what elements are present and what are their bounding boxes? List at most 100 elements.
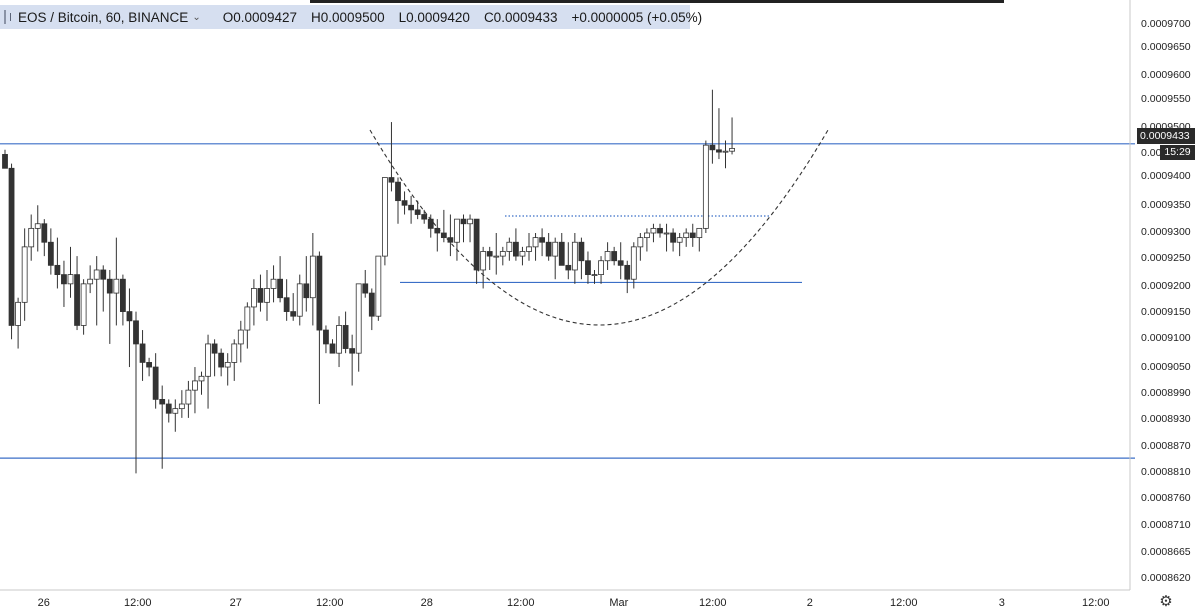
candle[interactable] (8, 163, 15, 340)
candle[interactable] (617, 242, 624, 280)
gear-icon[interactable]: ⚙ (1159, 593, 1173, 610)
candle[interactable] (133, 311, 139, 474)
candle[interactable] (493, 233, 500, 275)
candle[interactable] (47, 228, 54, 275)
candle[interactable] (172, 399, 179, 432)
candle[interactable] (696, 227, 703, 252)
candle[interactable] (650, 223, 657, 243)
candle[interactable] (296, 274, 303, 326)
candle[interactable] (34, 205, 41, 252)
candle[interactable] (178, 390, 185, 418)
candle[interactable] (113, 237, 120, 326)
candle[interactable] (41, 219, 48, 257)
candle[interactable] (414, 200, 421, 220)
candle[interactable] (513, 228, 519, 261)
candle[interactable] (447, 214, 454, 257)
candle[interactable] (395, 177, 401, 224)
cup-pattern-curve[interactable] (369, 129, 829, 326)
candle[interactable] (15, 297, 22, 349)
candle[interactable] (434, 219, 441, 252)
candle[interactable] (630, 242, 637, 289)
candle[interactable] (552, 237, 559, 280)
chevron-down-icon[interactable]: ⌄ (192, 11, 201, 23)
candle[interactable] (545, 233, 552, 261)
candle[interactable] (473, 218, 480, 284)
candle[interactable] (54, 237, 61, 289)
candle[interactable] (401, 191, 408, 215)
candle[interactable] (722, 140, 729, 169)
candle[interactable] (290, 293, 297, 321)
candle[interactable] (467, 214, 473, 243)
candle[interactable] (237, 320, 244, 363)
candle[interactable] (270, 265, 277, 303)
candle[interactable] (709, 89, 716, 164)
symbol-legend[interactable]: EOS / Bitcoin, 60, BINANCE ⌄ O0.0009427 … (0, 5, 702, 29)
symbol-title[interactable]: EOS / Bitcoin, 60, BINANCE (18, 9, 189, 25)
candle[interactable] (585, 251, 591, 284)
candle[interactable] (336, 316, 342, 368)
candle[interactable] (2, 149, 8, 169)
candle[interactable] (211, 339, 218, 377)
candle[interactable] (421, 209, 428, 224)
candle[interactable] (159, 385, 166, 469)
candle[interactable] (257, 274, 264, 312)
candle[interactable] (120, 274, 126, 326)
candle[interactable] (683, 228, 690, 247)
candle[interactable] (670, 228, 676, 252)
candle[interactable] (80, 279, 87, 335)
candle[interactable] (342, 311, 349, 354)
candle[interactable] (702, 140, 709, 233)
candle[interactable] (571, 233, 578, 284)
candle[interactable] (218, 348, 225, 377)
candle[interactable] (28, 214, 35, 261)
candle[interactable] (578, 237, 585, 280)
candle[interactable] (729, 117, 735, 155)
candle[interactable] (506, 237, 513, 261)
candle[interactable] (126, 288, 133, 368)
candle[interactable] (381, 177, 388, 266)
candle[interactable] (244, 302, 251, 349)
candle[interactable] (250, 279, 257, 326)
candle[interactable] (689, 223, 696, 247)
candle[interactable] (486, 246, 493, 270)
plus-square-icon[interactable] (4, 10, 11, 24)
candle[interactable] (198, 371, 205, 395)
candle[interactable] (611, 246, 618, 266)
candle[interactable] (100, 265, 107, 312)
candle[interactable] (67, 246, 74, 298)
candle[interactable] (349, 334, 356, 386)
candle[interactable] (329, 339, 336, 354)
candle[interactable] (598, 256, 604, 284)
candle[interactable] (565, 242, 572, 280)
candle[interactable] (368, 288, 375, 331)
candle[interactable] (460, 214, 467, 243)
candle[interactable] (323, 325, 329, 354)
candle[interactable] (264, 269, 270, 321)
candle[interactable] (277, 256, 284, 303)
candle[interactable] (624, 260, 631, 294)
candle[interactable] (454, 218, 460, 261)
candle[interactable] (21, 228, 28, 321)
candle[interactable] (408, 196, 415, 224)
candle[interactable] (591, 269, 598, 284)
candle[interactable] (93, 256, 100, 326)
candle[interactable] (637, 233, 644, 261)
candle[interactable] (231, 339, 238, 381)
candle[interactable] (676, 233, 683, 257)
candle[interactable] (427, 214, 434, 238)
candle[interactable] (663, 223, 670, 252)
candle[interactable] (205, 334, 211, 409)
candle[interactable] (74, 256, 80, 331)
candle[interactable] (558, 233, 565, 266)
candle[interactable] (139, 330, 146, 381)
candle[interactable] (657, 223, 663, 238)
candle[interactable] (519, 246, 526, 266)
candle[interactable] (224, 353, 231, 386)
candle[interactable] (152, 353, 159, 409)
candle[interactable] (309, 233, 316, 326)
candle[interactable] (316, 251, 323, 405)
candle[interactable] (539, 228, 545, 257)
candle[interactable] (165, 399, 172, 423)
candle[interactable] (362, 269, 369, 298)
